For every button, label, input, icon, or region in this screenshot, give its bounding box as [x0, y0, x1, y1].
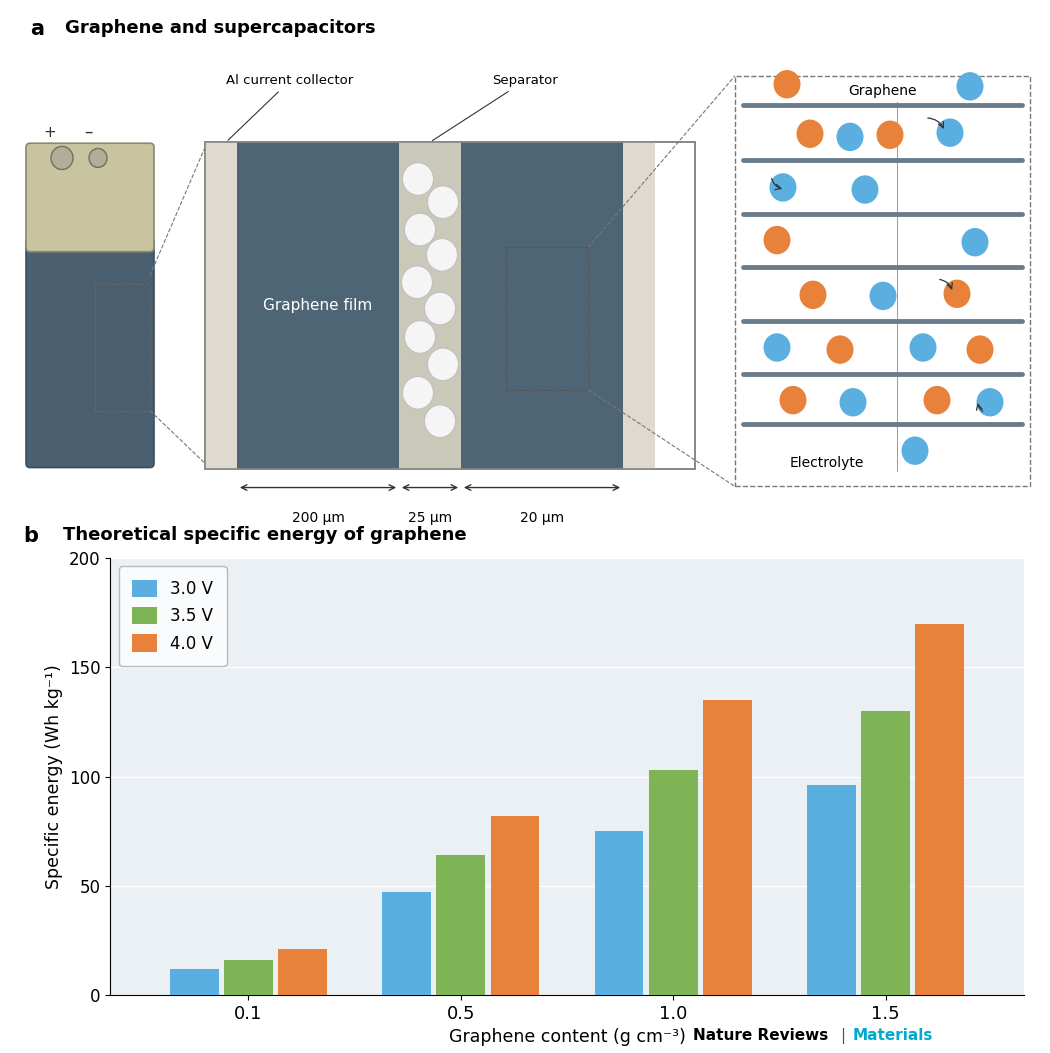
Bar — [224, 960, 273, 995]
Circle shape — [427, 185, 459, 218]
Bar — [461, 142, 623, 469]
Legend: 3.0 V, 3.5 V, 4.0 V: 3.0 V, 3.5 V, 4.0 V — [119, 567, 227, 665]
Bar — [237, 142, 399, 469]
Circle shape — [902, 436, 928, 465]
Bar — [205, 142, 695, 469]
Bar — [382, 892, 432, 995]
Circle shape — [779, 385, 806, 414]
Circle shape — [797, 119, 823, 147]
Text: +: + — [44, 125, 57, 140]
Circle shape — [799, 280, 826, 309]
Bar — [399, 142, 461, 469]
Circle shape — [909, 333, 937, 362]
Text: Materials: Materials — [853, 1029, 933, 1044]
Bar — [205, 142, 695, 469]
Text: Graphene: Graphene — [848, 84, 917, 98]
Circle shape — [763, 333, 791, 362]
Y-axis label: Specific energy (Wh kg⁻¹): Specific energy (Wh kg⁻¹) — [45, 664, 63, 889]
Text: Al current collector: Al current collector — [227, 75, 354, 140]
FancyBboxPatch shape — [26, 238, 154, 468]
Circle shape — [937, 118, 964, 146]
Text: Electrolyte: Electrolyte — [790, 456, 864, 470]
Text: Graphene film: Graphene film — [264, 298, 373, 313]
Bar — [861, 711, 910, 995]
Circle shape — [962, 227, 988, 256]
Circle shape — [869, 281, 897, 310]
Text: –: – — [84, 123, 92, 141]
Bar — [735, 76, 1030, 486]
Circle shape — [404, 213, 436, 245]
Circle shape — [427, 347, 459, 380]
Circle shape — [770, 173, 797, 202]
Text: b: b — [23, 526, 38, 547]
Circle shape — [763, 225, 791, 254]
Text: Separator: Separator — [433, 75, 558, 141]
Bar — [506, 247, 588, 390]
Circle shape — [957, 72, 984, 101]
Circle shape — [404, 320, 436, 354]
Text: 200 μm: 200 μm — [292, 511, 344, 524]
Circle shape — [402, 162, 434, 196]
Circle shape — [976, 388, 1004, 416]
Circle shape — [837, 122, 863, 151]
Circle shape — [944, 279, 970, 307]
Circle shape — [826, 335, 854, 364]
Circle shape — [852, 175, 879, 203]
Circle shape — [966, 335, 993, 364]
Bar — [594, 831, 644, 995]
Text: |: | — [840, 1029, 845, 1045]
X-axis label: Graphene content (g cm⁻³): Graphene content (g cm⁻³) — [448, 1029, 686, 1047]
Circle shape — [774, 69, 800, 99]
Circle shape — [840, 388, 866, 416]
Circle shape — [402, 376, 434, 409]
Text: Graphene and supercapacitors: Graphene and supercapacitors — [65, 19, 376, 37]
Bar — [490, 816, 540, 995]
Bar — [916, 623, 964, 995]
Circle shape — [89, 148, 107, 167]
Bar — [170, 969, 218, 995]
Circle shape — [424, 404, 456, 438]
Text: a: a — [30, 19, 44, 39]
Circle shape — [426, 238, 458, 271]
Text: 20 μm: 20 μm — [520, 511, 564, 524]
Circle shape — [51, 146, 74, 170]
Bar — [807, 786, 856, 995]
Circle shape — [424, 292, 456, 324]
Text: Nature Reviews: Nature Reviews — [693, 1029, 828, 1044]
Bar — [649, 770, 697, 995]
Bar — [437, 855, 485, 995]
Text: 25 μm: 25 μm — [408, 511, 453, 524]
Circle shape — [877, 120, 903, 148]
Bar — [94, 284, 150, 411]
Circle shape — [401, 265, 433, 299]
Bar — [278, 949, 327, 995]
Circle shape — [924, 385, 950, 414]
Text: Theoretical specific energy of graphene: Theoretical specific energy of graphene — [63, 526, 466, 544]
Bar — [205, 142, 237, 469]
Bar — [623, 142, 655, 469]
FancyBboxPatch shape — [26, 143, 154, 252]
Bar — [702, 700, 752, 995]
